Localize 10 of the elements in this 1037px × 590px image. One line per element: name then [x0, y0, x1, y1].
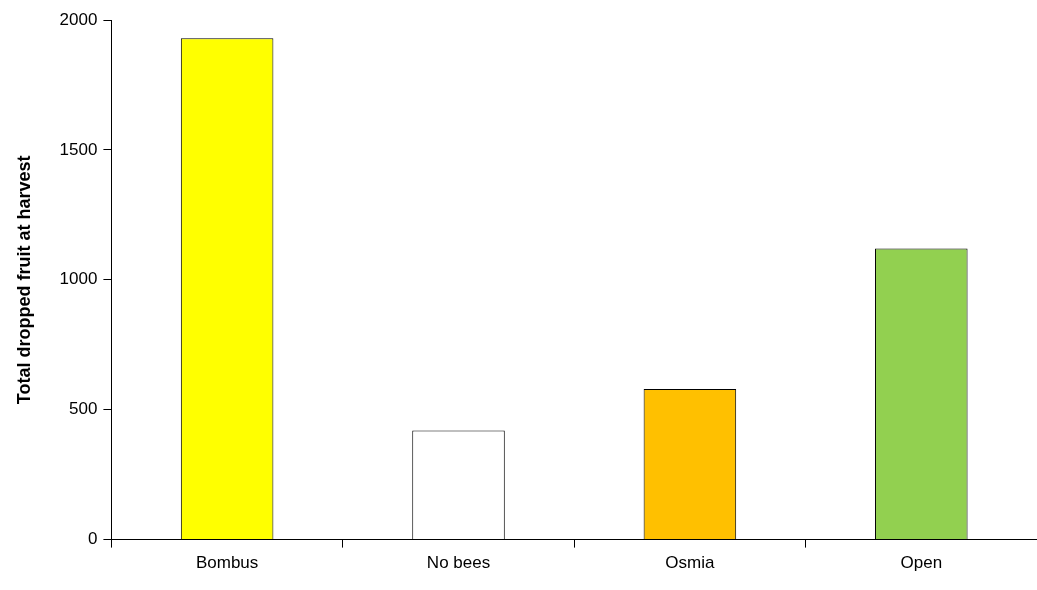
y-tick-label: 1000	[59, 269, 98, 289]
y-tick-label: 0	[87, 529, 98, 549]
y-tick-label: 2000	[59, 9, 98, 29]
x-tick-label: Open	[900, 553, 943, 573]
y-axis-title: Total dropped fruit at harvest	[13, 155, 34, 405]
x-tick-label: Bombus	[195, 553, 259, 573]
y-tick-label: 500	[69, 399, 98, 419]
x-tick-label: No bees	[426, 553, 491, 573]
y-tick-label: 1500	[59, 139, 98, 159]
x-tick-label: Osmia	[665, 553, 716, 573]
